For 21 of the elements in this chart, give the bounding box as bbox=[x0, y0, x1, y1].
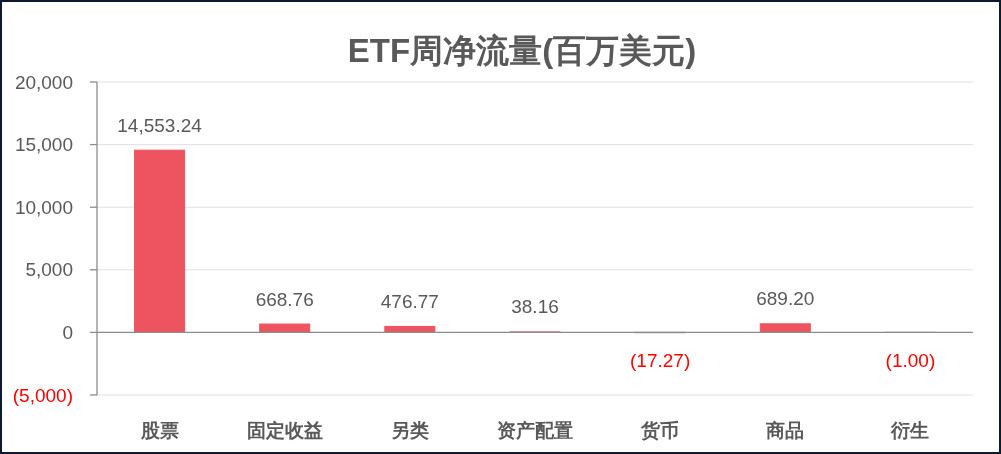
x-tick-label: 衍生 bbox=[890, 419, 930, 441]
x-tick-label: 货币 bbox=[640, 419, 680, 441]
data-label: 476.77 bbox=[380, 290, 439, 312]
data-label: 689.20 bbox=[756, 288, 815, 310]
y-tick-label: 10,000 bbox=[14, 196, 73, 218]
x-tick-label: 固定收益 bbox=[246, 419, 323, 441]
data-label: 14,553.24 bbox=[117, 114, 203, 136]
y-tick-label: (5,000) bbox=[12, 384, 73, 406]
x-tick-label: 股票 bbox=[139, 419, 179, 441]
data-label: (17.27) bbox=[630, 350, 691, 372]
data-label: (1.00) bbox=[885, 349, 936, 371]
y-tick-label: 5,000 bbox=[25, 259, 73, 281]
x-tick-label: 另类 bbox=[390, 419, 429, 441]
data-label: 38.16 bbox=[511, 296, 559, 318]
chart-title: ETF周净流量(百万美元) bbox=[347, 31, 697, 69]
y-tick-label: 15,000 bbox=[14, 134, 73, 156]
y-tick-label: 20,000 bbox=[14, 71, 73, 93]
data-label: 668.76 bbox=[255, 288, 314, 310]
x-tick-label: 商品 bbox=[765, 419, 805, 441]
x-tick-label: 资产配置 bbox=[497, 419, 573, 441]
y-tick-label: 0 bbox=[62, 321, 73, 343]
